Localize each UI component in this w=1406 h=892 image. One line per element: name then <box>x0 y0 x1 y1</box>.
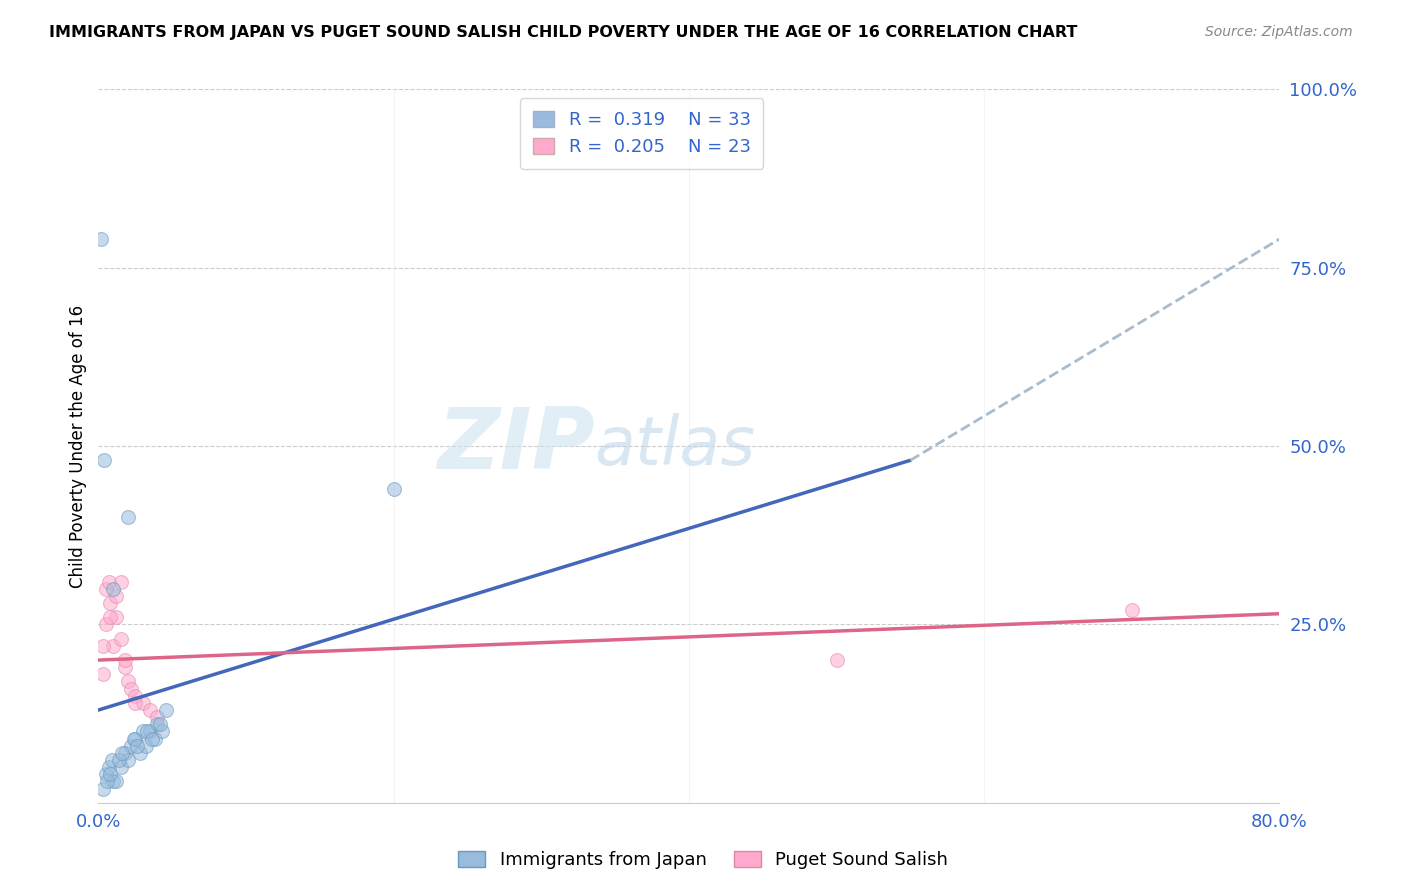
Point <box>111 746 134 760</box>
Point <box>98 596 121 610</box>
Point <box>114 660 136 674</box>
Point <box>117 510 139 524</box>
Point <box>382 482 405 496</box>
Point <box>97 760 120 774</box>
Text: Source: ZipAtlas.com: Source: ZipAtlas.com <box>1205 25 1353 39</box>
Point <box>98 767 121 781</box>
Point <box>100 753 122 767</box>
Point <box>105 610 128 624</box>
Text: atlas: atlas <box>595 413 755 479</box>
Point <box>124 731 146 746</box>
Point <box>94 582 117 596</box>
Point <box>150 724 173 739</box>
Point <box>146 710 169 724</box>
Point <box>128 746 150 760</box>
Point <box>105 589 128 603</box>
Point <box>110 632 132 646</box>
Point <box>94 767 117 781</box>
Point <box>146 717 169 731</box>
Point <box>91 639 114 653</box>
Point <box>91 781 114 796</box>
Point <box>98 610 121 624</box>
Text: IMMIGRANTS FROM JAPAN VS PUGET SOUND SALISH CHILD POVERTY UNDER THE AGE OF 16 CO: IMMIGRANTS FROM JAPAN VS PUGET SOUND SAL… <box>49 25 1077 40</box>
Point <box>149 717 172 731</box>
Point <box>114 746 136 760</box>
Point <box>143 731 166 746</box>
Text: ZIP: ZIP <box>437 404 595 488</box>
Point <box>141 731 163 746</box>
Point <box>94 617 117 632</box>
Point <box>155 703 177 717</box>
Point <box>117 674 139 689</box>
Point <box>132 724 155 739</box>
Point <box>135 739 157 753</box>
Point <box>90 232 112 246</box>
Point <box>91 667 114 681</box>
Point <box>108 753 131 767</box>
Point <box>132 696 155 710</box>
Point <box>103 582 125 596</box>
Point <box>125 739 148 753</box>
Point <box>110 760 132 774</box>
Point <box>120 681 142 696</box>
Y-axis label: Child Poverty Under the Age of 16: Child Poverty Under the Age of 16 <box>69 304 87 588</box>
Point <box>1121 603 1143 617</box>
Point <box>139 724 162 739</box>
Point <box>96 774 118 789</box>
Point <box>103 774 125 789</box>
Point <box>93 453 115 467</box>
Legend: R =  0.319    N = 33, R =  0.205    N = 23: R = 0.319 N = 33, R = 0.205 N = 23 <box>520 98 763 169</box>
Point <box>120 739 142 753</box>
Point <box>124 696 146 710</box>
Point <box>97 574 120 589</box>
Point <box>114 653 136 667</box>
Legend: Immigrants from Japan, Puget Sound Salish: Immigrants from Japan, Puget Sound Salis… <box>449 842 957 879</box>
Point <box>139 703 162 717</box>
Point <box>103 639 125 653</box>
Point <box>117 753 139 767</box>
Point <box>124 689 146 703</box>
Point <box>136 724 159 739</box>
Point <box>825 653 848 667</box>
Point <box>105 774 128 789</box>
Point <box>122 731 145 746</box>
Point <box>110 574 132 589</box>
